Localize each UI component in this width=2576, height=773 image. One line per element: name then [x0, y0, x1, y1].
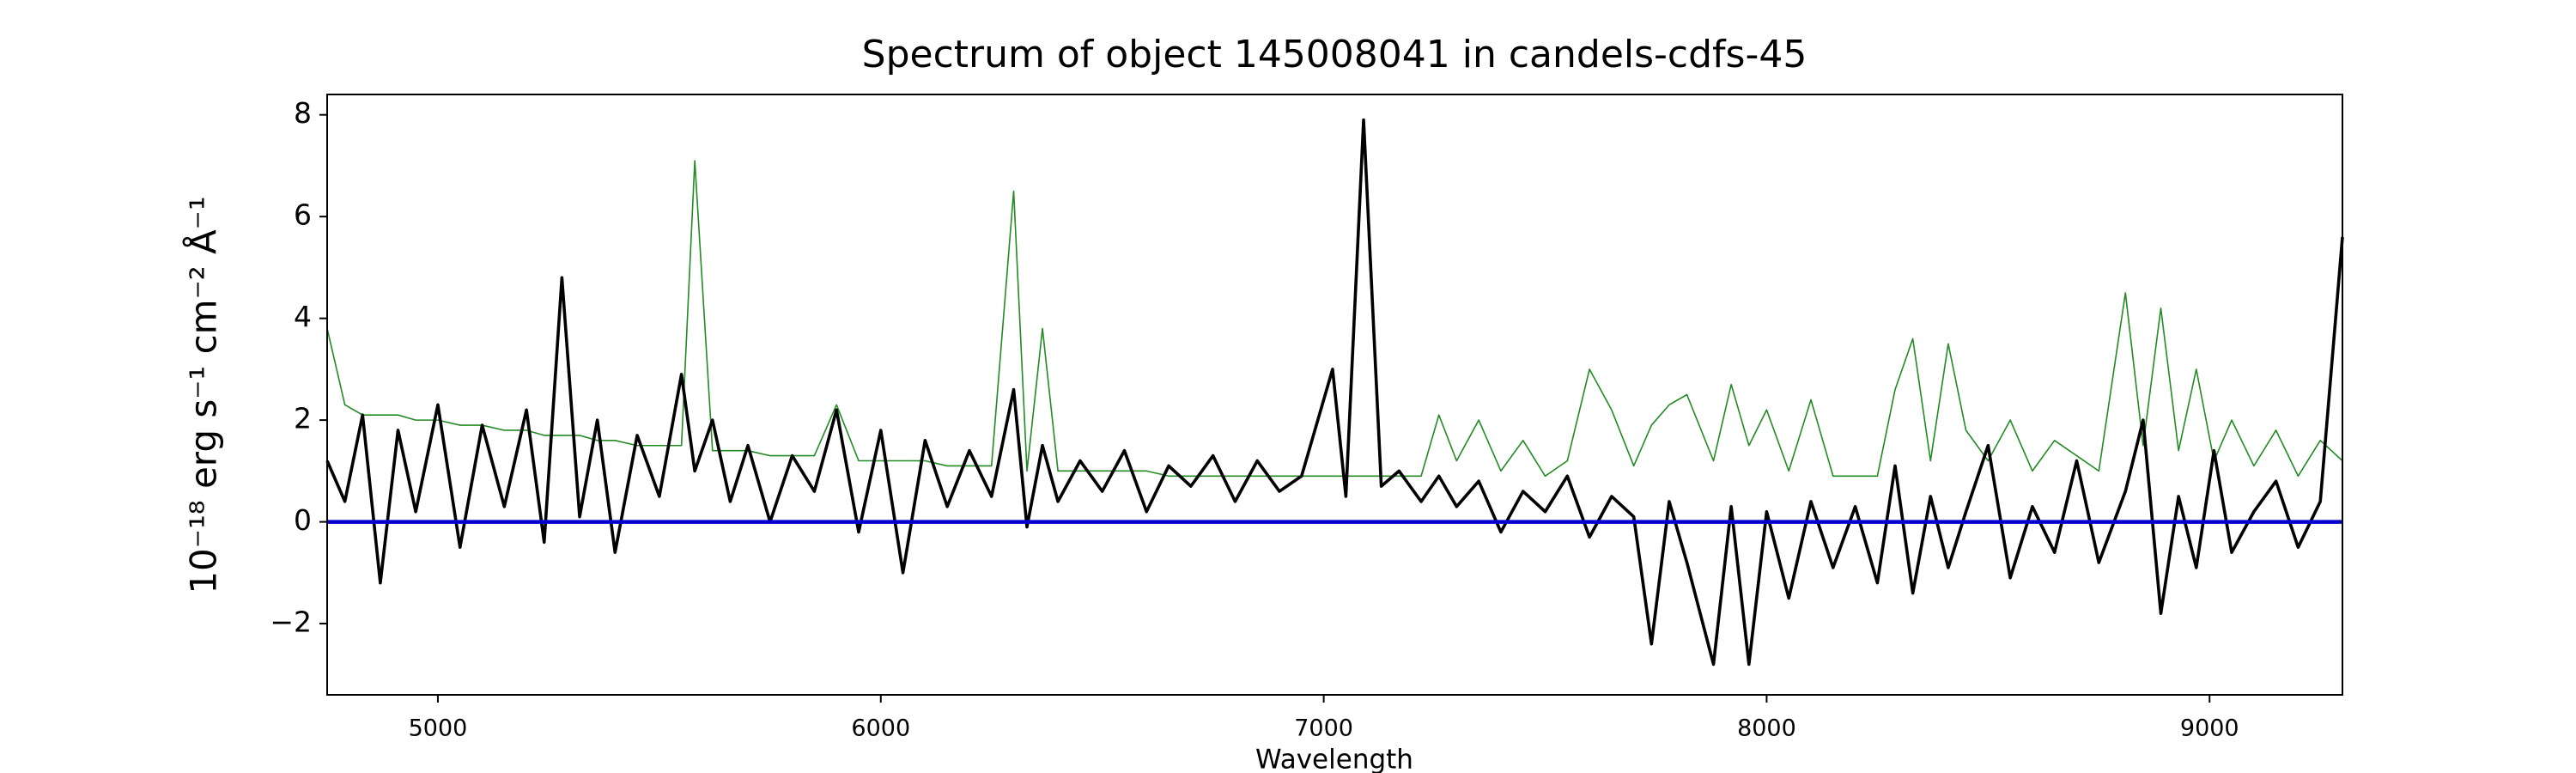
x-tick-label: 7000 [1294, 715, 1353, 742]
x-tick-label: 9000 [2180, 715, 2239, 742]
y-tick-label: 8 [294, 96, 312, 130]
y-tick-label: −2 [270, 606, 312, 639]
y-tick-label: 6 [294, 198, 312, 232]
y-tick-label: 0 [294, 503, 312, 537]
spectrum-line [325, 118, 2344, 666]
x-tick-label: 8000 [1737, 715, 1796, 742]
chart-title: Spectrum of object 145008041 in candels-… [862, 33, 1807, 76]
y-tick-label: 4 [294, 300, 312, 333]
x-tick-label: 5000 [409, 715, 468, 742]
x-axis-label: Wavelength [1255, 745, 1413, 773]
plot-frame [326, 94, 2343, 696]
y-axis-label: 10⁻¹⁸ erg s⁻¹ cm⁻² Å⁻¹ [182, 196, 225, 593]
x-tick-label: 6000 [851, 715, 910, 742]
spectrum-line [326, 160, 2343, 478]
y-tick-label: 2 [294, 402, 312, 435]
